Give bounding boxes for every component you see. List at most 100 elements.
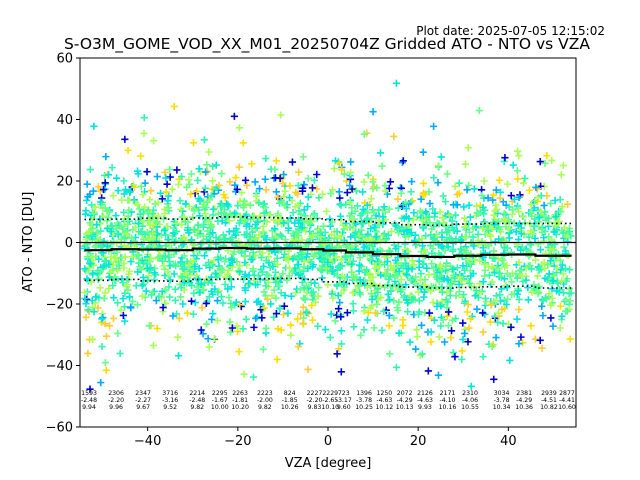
scatter-point <box>218 202 226 210</box>
scatter-point <box>422 232 430 240</box>
scatter-point <box>221 194 229 202</box>
scatter-point <box>492 333 500 342</box>
scatter-point <box>177 172 186 181</box>
scatter-point <box>258 249 267 257</box>
scatter-point <box>189 213 197 221</box>
scatter-point <box>347 261 355 270</box>
scatter-point <box>399 157 407 165</box>
scatter-point <box>136 210 144 218</box>
scatter-point <box>126 187 134 195</box>
scatter-point <box>96 198 105 206</box>
scatter-point <box>236 262 244 270</box>
scatter-point <box>533 185 541 193</box>
y-tick-label: −20 <box>46 298 73 313</box>
scatter-point <box>143 264 152 273</box>
scatter-point <box>161 252 169 261</box>
scatter-point <box>376 149 385 157</box>
scatter-point <box>117 223 125 231</box>
scatter-point <box>459 335 467 344</box>
scatter-point <box>260 288 268 296</box>
scatter-point <box>419 179 428 188</box>
bin-stat-std: 10.60 <box>558 404 576 411</box>
scatter-point <box>272 188 280 196</box>
scatter-point <box>392 363 401 371</box>
scatter-point <box>474 209 482 218</box>
bin-stat-std: 10.16 <box>439 404 457 411</box>
scatter-point <box>353 202 361 210</box>
scatter-point <box>294 181 302 190</box>
scatter-point <box>147 255 155 263</box>
scatter-point <box>559 161 567 170</box>
scatter-point <box>116 349 124 358</box>
scatter-point <box>88 201 96 209</box>
scatter-point <box>535 266 543 274</box>
scatter-point <box>261 175 269 183</box>
bin-stat-mean: -2.65 <box>322 397 338 404</box>
scatter-point <box>160 262 168 270</box>
scatter-point <box>334 305 343 313</box>
scatter-point <box>429 235 437 243</box>
scatter-point <box>280 250 289 258</box>
scatter-point <box>295 168 303 176</box>
scatter-point <box>349 289 357 297</box>
scatter-point <box>202 320 211 328</box>
scatter-point <box>429 244 437 253</box>
scatter-point <box>270 225 279 233</box>
scatter-point <box>170 250 178 258</box>
scatter-point <box>560 243 568 251</box>
scatter-point <box>134 268 142 276</box>
scatter-point <box>209 310 217 318</box>
scatter-point <box>381 187 389 195</box>
scatter-point <box>81 294 89 303</box>
scatter-point <box>496 225 504 234</box>
scatter-point <box>357 331 365 339</box>
scatter-point <box>330 165 338 173</box>
scatter-point <box>240 216 248 224</box>
scatter-point <box>298 278 306 286</box>
scatter-point <box>304 193 312 201</box>
scatter-point <box>267 300 275 308</box>
scatter-point <box>168 185 176 193</box>
scatter-point <box>447 327 456 335</box>
scatter-point <box>363 214 372 223</box>
scatter-point <box>487 232 495 240</box>
scatter-point <box>203 161 211 169</box>
scatter-point <box>406 338 414 346</box>
scatter-point <box>183 309 192 317</box>
scatter-point <box>337 201 345 209</box>
scatter-point <box>512 270 520 278</box>
scatter-point <box>201 210 209 218</box>
scatter-point <box>304 174 312 183</box>
scatter-point <box>565 227 574 235</box>
scatter-point <box>177 293 185 301</box>
scatter-point <box>527 200 535 209</box>
scatter-point <box>343 188 351 197</box>
scatter-point <box>178 273 186 281</box>
scatter-point <box>499 256 507 264</box>
scatter-point <box>331 317 339 325</box>
scatter-point <box>407 228 415 237</box>
scatter-point <box>558 277 566 285</box>
scatter-point <box>124 220 132 228</box>
scatter-point <box>170 102 178 111</box>
scatter-point <box>503 180 512 188</box>
scatter-point <box>193 187 201 195</box>
scatter-point <box>385 184 393 193</box>
scatter-point <box>86 385 94 393</box>
scatter-point <box>519 179 528 187</box>
scatter-point <box>280 170 288 179</box>
bin-stat-std: 9.82 <box>258 404 272 411</box>
scatter-point <box>143 207 152 215</box>
scatter-point <box>184 218 192 226</box>
scatter-point <box>191 298 199 307</box>
scatter-point <box>207 192 215 200</box>
scatter-point <box>399 316 407 324</box>
scatter-point <box>147 209 155 217</box>
scatter-point <box>543 152 551 160</box>
scatter-point <box>190 205 199 213</box>
scatter-point <box>294 231 302 240</box>
scatter-point <box>314 292 322 300</box>
scatter-point <box>393 271 401 280</box>
scatter-point <box>113 239 121 247</box>
scatter-point <box>184 226 192 234</box>
